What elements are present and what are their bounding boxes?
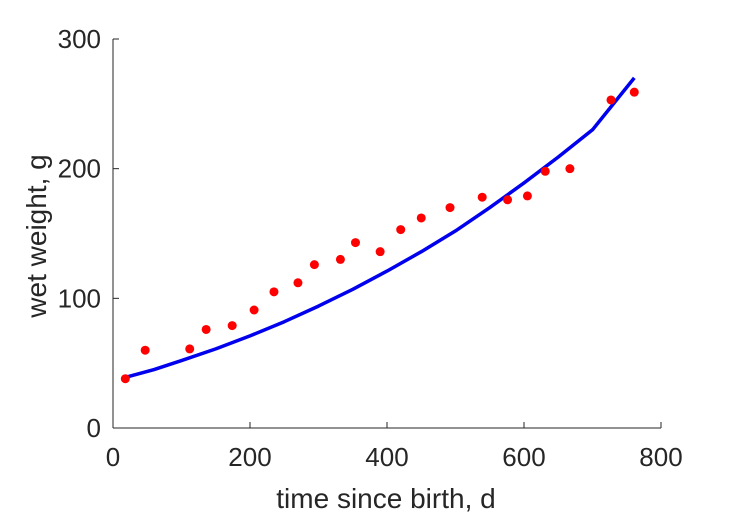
x-tick-label: 600 — [502, 442, 545, 472]
y-tick-label: 100 — [58, 283, 101, 313]
data-point — [477, 192, 487, 202]
data-point — [140, 345, 150, 355]
y-tick-label: 300 — [58, 24, 101, 54]
data-point — [227, 321, 237, 331]
x-axis-label: time since birth, d — [276, 483, 495, 514]
data-point — [606, 95, 616, 105]
data-point — [522, 191, 532, 201]
data-point — [565, 164, 575, 174]
y-axis-ticks: 0 100 200 300 — [58, 24, 119, 443]
data-point — [309, 260, 319, 270]
fit-curve-line — [124, 76, 636, 380]
data-point — [201, 324, 211, 334]
axes — [112, 39, 661, 429]
data-point — [503, 195, 513, 205]
x-tick-label: 0 — [106, 442, 120, 472]
data-point — [269, 287, 279, 297]
x-tick-label: 800 — [639, 442, 682, 472]
data-point — [293, 278, 303, 288]
data-point — [445, 203, 455, 213]
y-tick-label: 200 — [58, 154, 101, 184]
plot-area — [120, 76, 639, 384]
data-point — [375, 247, 385, 257]
y-axis-label: wet weight, g — [21, 154, 52, 318]
data-point — [335, 254, 345, 264]
data-point — [350, 238, 360, 248]
x-tick-label: 400 — [365, 442, 408, 472]
data-point — [396, 225, 406, 235]
data-point — [249, 305, 259, 315]
data-point — [540, 166, 550, 176]
data-point — [416, 213, 426, 223]
x-axis-ticks: 0 200 400 600 800 — [106, 422, 683, 472]
x-tick-label: 200 — [228, 442, 271, 472]
data-point — [185, 344, 195, 354]
data-point — [629, 87, 639, 97]
data-point — [120, 374, 130, 384]
y-tick-label: 0 — [87, 413, 101, 443]
